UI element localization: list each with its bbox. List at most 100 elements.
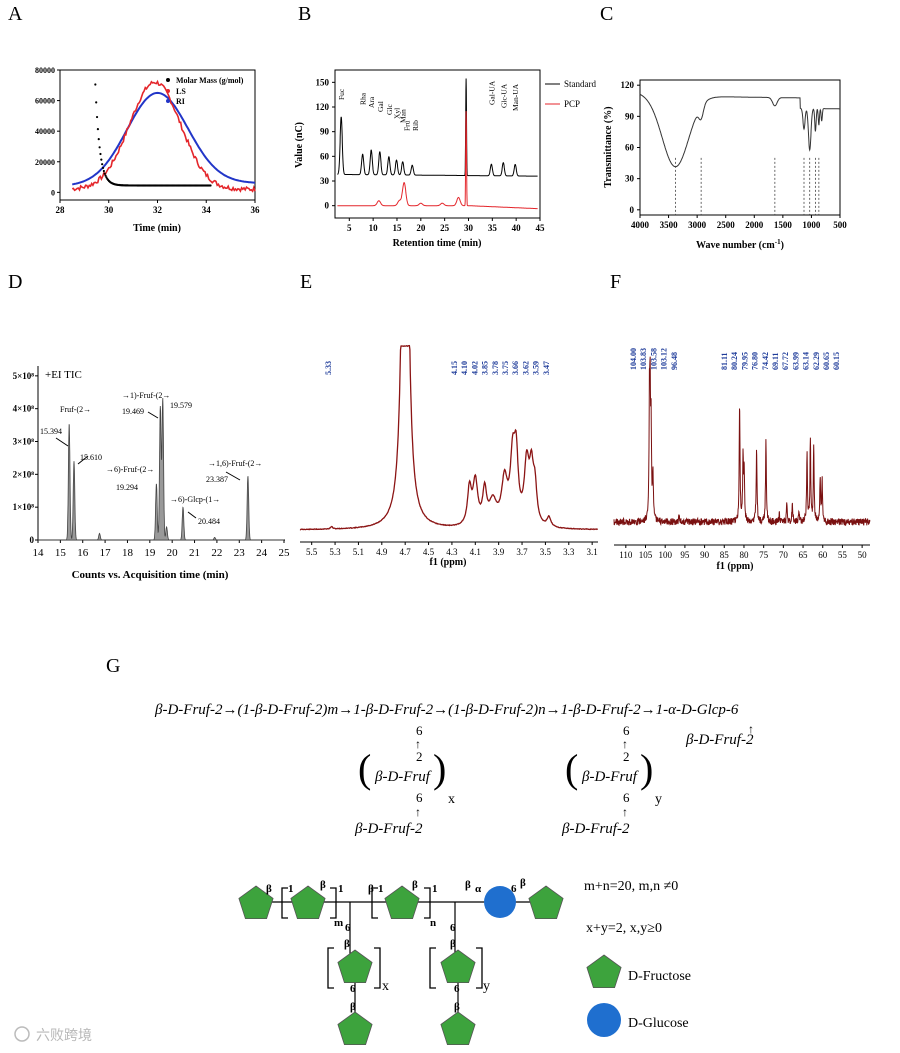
molar-mass-point [103,172,106,175]
branch-x-arrow-bottom: ↑ [415,805,421,819]
peak-label-96.48: 96.48 [670,352,679,370]
glc-branch-arrow: ↑ [748,722,754,736]
xtick-label-30: 30 [464,223,474,233]
legend-marker-ri [166,99,170,103]
peak-label-60.15: 60.15 [832,352,841,370]
peak-label-rib: Rib [411,120,420,131]
annot-19469: 19.469 [122,407,144,416]
xtick-label-30: 30 [104,205,114,215]
link-alpha: α [475,883,482,895]
branch-x-subscript: x [448,792,455,807]
bracket-m-open [281,887,288,919]
molar-mass-point [96,128,100,131]
peak-label-4.15: 4.15 [450,361,459,375]
annot-16-fruf: →1,6)-Fruf-(2→ [208,459,262,468]
xtick-label-95: 95 [680,550,690,560]
panel-d-title: +EI TIC [45,369,82,381]
peak-label-69.11: 69.11 [771,352,780,370]
bracket-n-open [371,887,378,919]
panel-e-plot [299,344,598,531]
legend-marker-molar [166,78,170,82]
link-beta-2: β [320,879,326,891]
panel-a-yticks: 0 20000 40000 60000 80000 [35,66,60,197]
branch-y-six: 6 [623,723,630,738]
peak-label-glc-ua: Glc-UA [499,83,508,108]
legend-ri: RI [176,97,185,106]
link-six-x2: 6 [350,983,356,995]
legend-glucose: D-Glucose [587,1003,689,1037]
link-beta-3: β [368,883,374,895]
standard-trace [337,78,538,177]
legend-ls: LS [176,87,186,96]
legend-standard: Standard [564,79,596,89]
xtick-label-22: 22 [211,547,222,559]
fructose-unit-3 [528,885,564,919]
branch-y-paren-open: ( [565,746,578,791]
xtick-label-3.9: 3.9 [493,547,505,557]
peak-label-74.42: 74.42 [761,352,770,370]
xtick-label-45: 45 [536,223,546,233]
watermark-logo-icon [14,1026,30,1042]
fructose-unit-5 [440,949,476,983]
annot-19579: 19.579 [170,401,192,410]
annot-fruf-terminal: Fruf-(2→ [60,405,91,414]
peak-label-xyl: Xyl [393,108,402,119]
xtick-label-4.7: 4.7 [400,547,412,557]
peak-label-fru: Fru [403,120,412,131]
xtick-label-5: 5 [347,223,352,233]
formula-branch-x: 6 ↑ 2 ( β-D-Fruf ) x 6 ↑ β-D-Fruf-2 [354,723,455,837]
peak-label-3.59: 3.59 [532,361,541,375]
fructose-unit-0 [238,885,274,919]
xtick-label-90: 90 [700,550,710,560]
peak-label-79.95: 79.95 [740,352,749,370]
peak-label-67.72: 67.72 [781,352,790,370]
panel-a-frame [59,69,256,201]
panel-c-xlabel: Wave number (cm-1) [696,238,784,251]
molar-mass-point [104,174,107,177]
condition-xy: x+y=2, x,y≥0 [586,921,662,936]
xtick-label-500: 500 [833,220,847,230]
legend-fructose-label: D-Fructose [628,969,691,984]
peak-label-103.58: 103.58 [649,348,658,370]
cartoon-fructose-units [238,885,564,1045]
xtick-label-32: 32 [153,205,163,215]
fructose-icon [586,954,622,988]
panel-f: F 110 105 100 95 90 85 80 75 70 65 60 55 50 104.00 10… [610,271,871,572]
cartoon-linkage-labels: β 1 β 1 β 1 β 1 β α 6 β m n 6 β 6 β 6 β [266,877,526,1013]
xtick-label-15: 15 [55,547,67,559]
panel-f-xlabel: f1 (ppm) [717,561,754,572]
xtick-label-50: 50 [858,550,868,560]
watermark-text: 六败跨境 [36,1028,92,1044]
panel-d-xlabel: Counts vs. Acquisition time (min) [72,569,229,581]
link-beta-x2: β [350,1001,356,1013]
xtick-label-5.1: 5.1 [353,547,364,557]
panel-e-letter: E [300,271,312,293]
annot-1-fruf: →1)-Fruf-(2→ [122,391,170,400]
ytick-label-90: 90 [625,111,635,121]
annot-15394: 15.394 [40,427,62,436]
glucose-icon [587,1003,621,1037]
peak-label-103.12: 103.12 [660,348,669,370]
bracket-x-open [327,947,334,989]
branch-y-arrow-up: ↑ [622,737,628,751]
panel-b-xlabel: Retention time (min) [393,238,482,249]
branch-y-two: 2 [623,749,630,764]
arrow-23387 [225,471,241,481]
panel-d-xticks: 14 15 16 17 18 19 20 21 22 23 24 25 [33,540,290,559]
arrow-15610 [77,455,89,465]
branch-x-paren-close: ) [433,746,446,791]
bracket-x-close [374,947,381,989]
panel-b-letter: B [298,3,311,25]
panel-b-yticks: 150 120 90 60 30 0 [316,77,335,211]
link-beta-x: β [344,938,350,950]
xtick-label-2000: 2000 [745,220,764,230]
link-beta-y: β [450,938,456,950]
peak-label-3.78: 3.78 [491,361,500,375]
xtick-label-18: 18 [122,547,134,559]
ytick-label-5: 0 [30,535,35,545]
link-one-1: 1 [288,883,294,895]
fructose-unit-6 [337,1011,373,1045]
xtick-label-4.9: 4.9 [376,547,388,557]
